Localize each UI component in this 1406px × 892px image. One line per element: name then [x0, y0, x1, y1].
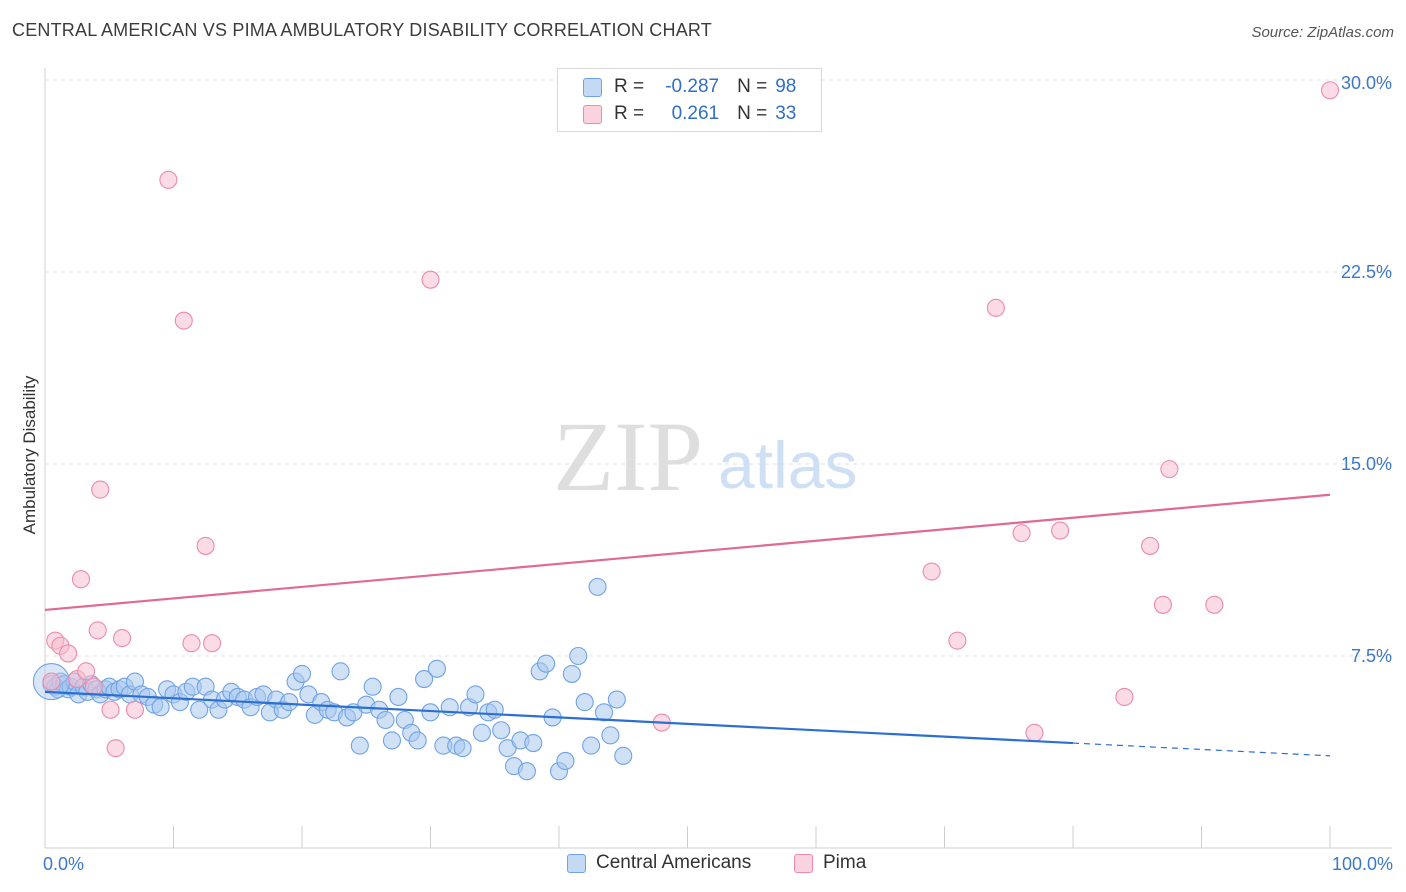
legend-row-pima: R = 0.261 N = 33	[583, 103, 796, 125]
data-point	[466, 685, 485, 704]
legend-r-value: 0.261	[671, 103, 720, 124]
data-point	[556, 751, 575, 771]
legend-r-value: -0.287	[665, 76, 720, 97]
legend-n-value: 33	[775, 103, 797, 124]
data-point	[376, 710, 395, 730]
bottom-legend-label: Pima	[823, 852, 867, 873]
bottom-legend-central-americans: Central Americans	[567, 852, 751, 874]
trend-line-central-americans	[44, 690, 1074, 745]
data-point	[106, 739, 125, 758]
data-point	[1141, 536, 1160, 555]
data-point	[1051, 521, 1070, 540]
y-tick-label: 30.0%	[1341, 73, 1392, 93]
legend-n-value: 98	[775, 76, 797, 97]
data-point	[331, 662, 350, 681]
data-point	[607, 690, 626, 709]
x-tick-label: 0.0%	[43, 854, 84, 874]
data-point	[614, 746, 633, 765]
data-point	[415, 669, 434, 689]
data-point	[922, 562, 941, 581]
data-point	[1320, 81, 1340, 100]
legend-row-central-americans: R = -0.287 N = 98	[583, 76, 796, 98]
data-point	[196, 536, 215, 555]
legend-swatch-pink	[583, 104, 602, 124]
legend-r-label: R =	[614, 103, 645, 124]
data-point	[562, 664, 581, 683]
bottom-legend-pima: Pima	[794, 852, 866, 874]
correlation-legend: R = -0.287 N = 98 R = 0.261 N = 33	[557, 68, 822, 132]
tick-labels: 7.5% 15.0% 22.5% 30.0% 0.0% 100.0%	[43, 73, 1393, 874]
data-point	[517, 762, 536, 781]
bottom-legend-swatch-blue	[567, 853, 586, 873]
bottom-legend-label: Central Americans	[596, 852, 752, 873]
data-point	[280, 693, 299, 712]
trend-line-pima	[44, 493, 1331, 612]
legend-r-label: R =	[614, 76, 645, 97]
data-point	[537, 654, 556, 673]
data-point	[363, 677, 382, 696]
data-point	[71, 570, 91, 589]
source-label: Source: ZipAtlas.com	[1251, 24, 1394, 41]
data-point	[485, 700, 504, 719]
data-point	[1115, 687, 1134, 707]
watermark-zip: ZIP	[553, 401, 703, 512]
data-point	[350, 736, 369, 755]
data-point	[84, 677, 103, 696]
data-point	[389, 687, 408, 707]
series-central-americans	[32, 577, 633, 781]
data-point	[1205, 595, 1224, 614]
legend-n-label: N =	[737, 103, 768, 124]
legend-swatch-blue	[583, 77, 602, 97]
data-point	[427, 659, 446, 678]
data-point	[588, 577, 607, 596]
data-point	[408, 731, 427, 750]
data-point	[453, 739, 472, 758]
data-point	[203, 634, 222, 653]
data-point	[524, 733, 543, 753]
data-point	[472, 723, 491, 742]
data-point	[594, 703, 614, 722]
data-point	[88, 621, 107, 640]
data-point	[91, 480, 110, 499]
y-tick-label: 22.5%	[1341, 262, 1392, 282]
trend-line-central-americans-extension	[1072, 742, 1331, 757]
data-point	[125, 700, 144, 719]
y-tick-label: 15.0%	[1341, 454, 1392, 474]
data-point	[382, 731, 402, 750]
data-point	[1160, 460, 1179, 479]
series-pima	[42, 81, 1340, 758]
x-tick-label: 100.0%	[1332, 854, 1393, 874]
data-point	[42, 672, 61, 691]
data-point	[182, 634, 201, 653]
data-point	[986, 298, 1005, 317]
trend-lines	[44, 493, 1331, 757]
grid-lines	[45, 79, 1392, 657]
data-point	[159, 170, 178, 189]
data-point	[421, 270, 440, 289]
data-point	[77, 662, 96, 681]
data-point	[151, 698, 170, 717]
data-point	[575, 693, 594, 712]
axes	[44, 68, 1392, 849]
data-point	[569, 646, 588, 666]
watermark-atlas: atlas	[718, 428, 857, 502]
data-point	[948, 631, 967, 650]
data-point	[1153, 595, 1172, 614]
data-point	[190, 700, 209, 719]
data-point	[113, 629, 132, 648]
data-point	[582, 736, 601, 755]
data-point	[492, 721, 511, 740]
legend-n-label: N =	[737, 76, 768, 97]
data-point	[101, 700, 120, 719]
bottom-legend-swatch-pink	[794, 853, 813, 873]
y-tick-label: 7.5%	[1351, 646, 1392, 666]
data-point	[292, 664, 312, 683]
data-point	[59, 644, 78, 663]
data-point	[174, 311, 193, 330]
data-point	[1025, 723, 1044, 742]
data-point	[1012, 524, 1031, 543]
data-point	[601, 726, 620, 745]
chart-title: CENTRAL AMERICAN VS PIMA AMBULATORY DISA…	[12, 20, 712, 40]
